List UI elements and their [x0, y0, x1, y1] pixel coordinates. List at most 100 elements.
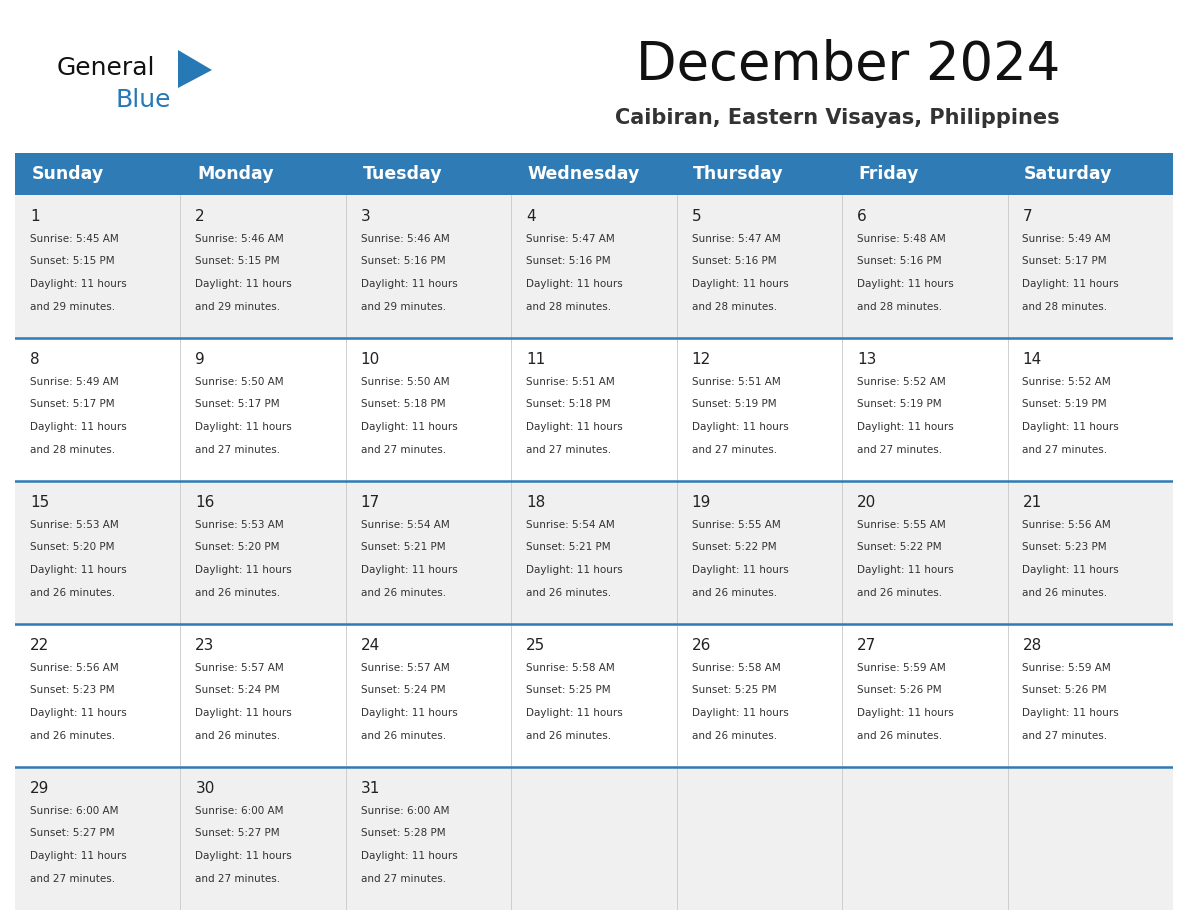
Text: Sunday: Sunday	[32, 165, 103, 183]
Text: Sunrise: 5:50 AM: Sunrise: 5:50 AM	[195, 376, 284, 386]
Text: Sunrise: 5:49 AM: Sunrise: 5:49 AM	[1023, 233, 1111, 243]
Text: and 26 minutes.: and 26 minutes.	[857, 588, 942, 599]
Text: Sunset: 5:21 PM: Sunset: 5:21 PM	[361, 543, 446, 553]
Text: General: General	[57, 56, 156, 80]
Text: Sunset: 5:23 PM: Sunset: 5:23 PM	[1023, 543, 1107, 553]
Text: Sunset: 5:16 PM: Sunset: 5:16 PM	[691, 256, 776, 266]
Text: Sunrise: 5:46 AM: Sunrise: 5:46 AM	[361, 233, 449, 243]
Text: Sunrise: 6:00 AM: Sunrise: 6:00 AM	[361, 806, 449, 815]
Text: Daylight: 11 hours: Daylight: 11 hours	[526, 279, 623, 289]
Text: 14: 14	[1023, 353, 1042, 367]
Text: Blue: Blue	[115, 88, 171, 112]
Text: Daylight: 11 hours: Daylight: 11 hours	[857, 565, 954, 576]
Text: Sunrise: 5:47 AM: Sunrise: 5:47 AM	[691, 233, 781, 243]
Text: 28: 28	[1023, 638, 1042, 654]
Text: Daylight: 11 hours: Daylight: 11 hours	[526, 422, 623, 432]
Text: Sunset: 5:20 PM: Sunset: 5:20 PM	[30, 543, 114, 553]
Text: Sunset: 5:27 PM: Sunset: 5:27 PM	[30, 828, 114, 838]
Text: Daylight: 11 hours: Daylight: 11 hours	[361, 279, 457, 289]
Text: Sunrise: 5:47 AM: Sunrise: 5:47 AM	[526, 233, 615, 243]
Bar	[15, 338, 1173, 481]
Text: Sunset: 5:19 PM: Sunset: 5:19 PM	[691, 399, 776, 409]
Text: Daylight: 11 hours: Daylight: 11 hours	[691, 709, 789, 719]
Text: and 29 minutes.: and 29 minutes.	[195, 302, 280, 312]
Bar	[15, 481, 1173, 624]
Text: and 27 minutes.: and 27 minutes.	[691, 445, 777, 455]
Text: Sunrise: 5:52 AM: Sunrise: 5:52 AM	[857, 376, 946, 386]
Text: and 26 minutes.: and 26 minutes.	[1023, 588, 1107, 599]
Text: Sunrise: 5:48 AM: Sunrise: 5:48 AM	[857, 233, 946, 243]
Text: Daylight: 11 hours: Daylight: 11 hours	[195, 709, 292, 719]
Text: and 26 minutes.: and 26 minutes.	[857, 732, 942, 741]
Text: and 27 minutes.: and 27 minutes.	[361, 445, 446, 455]
Text: 18: 18	[526, 496, 545, 510]
Text: Sunrise: 5:59 AM: Sunrise: 5:59 AM	[1023, 663, 1111, 673]
Text: Friday: Friday	[859, 165, 920, 183]
Text: Daylight: 11 hours: Daylight: 11 hours	[526, 565, 623, 576]
Text: Daylight: 11 hours: Daylight: 11 hours	[195, 565, 292, 576]
Text: Daylight: 11 hours: Daylight: 11 hours	[361, 565, 457, 576]
Text: 3: 3	[361, 209, 371, 224]
Text: and 27 minutes.: and 27 minutes.	[30, 874, 115, 884]
Text: Monday: Monday	[197, 165, 273, 183]
Text: 21: 21	[1023, 496, 1042, 510]
Text: 27: 27	[857, 638, 877, 654]
Text: 1: 1	[30, 209, 39, 224]
Text: 9: 9	[195, 353, 206, 367]
Text: and 27 minutes.: and 27 minutes.	[1023, 445, 1107, 455]
Text: 24: 24	[361, 638, 380, 654]
Text: Daylight: 11 hours: Daylight: 11 hours	[1023, 279, 1119, 289]
Text: and 27 minutes.: and 27 minutes.	[361, 874, 446, 884]
Text: 2: 2	[195, 209, 206, 224]
Text: Daylight: 11 hours: Daylight: 11 hours	[691, 422, 789, 432]
Text: Sunset: 5:16 PM: Sunset: 5:16 PM	[526, 256, 611, 266]
Text: Sunset: 5:21 PM: Sunset: 5:21 PM	[526, 543, 611, 553]
Text: and 26 minutes.: and 26 minutes.	[361, 588, 446, 599]
Text: Wednesday: Wednesday	[527, 165, 640, 183]
Text: Daylight: 11 hours: Daylight: 11 hours	[857, 422, 954, 432]
Text: and 27 minutes.: and 27 minutes.	[1023, 732, 1107, 741]
Text: 13: 13	[857, 353, 877, 367]
Text: Sunset: 5:16 PM: Sunset: 5:16 PM	[857, 256, 942, 266]
Text: Daylight: 11 hours: Daylight: 11 hours	[691, 279, 789, 289]
Text: 12: 12	[691, 353, 710, 367]
Text: Daylight: 11 hours: Daylight: 11 hours	[361, 709, 457, 719]
Text: Sunset: 5:24 PM: Sunset: 5:24 PM	[361, 686, 446, 696]
Text: 10: 10	[361, 353, 380, 367]
Text: Sunrise: 6:00 AM: Sunrise: 6:00 AM	[195, 806, 284, 815]
Text: Sunrise: 5:59 AM: Sunrise: 5:59 AM	[857, 663, 946, 673]
Text: Sunrise: 5:55 AM: Sunrise: 5:55 AM	[691, 520, 781, 530]
Text: Daylight: 11 hours: Daylight: 11 hours	[1023, 565, 1119, 576]
Text: Daylight: 11 hours: Daylight: 11 hours	[30, 565, 127, 576]
Text: Sunset: 5:22 PM: Sunset: 5:22 PM	[857, 543, 942, 553]
Text: 5: 5	[691, 209, 701, 224]
Text: Daylight: 11 hours: Daylight: 11 hours	[361, 851, 457, 861]
Text: and 26 minutes.: and 26 minutes.	[526, 588, 612, 599]
Text: 19: 19	[691, 496, 710, 510]
Text: Sunrise: 5:51 AM: Sunrise: 5:51 AM	[691, 376, 781, 386]
Text: and 26 minutes.: and 26 minutes.	[30, 732, 115, 741]
Text: Daylight: 11 hours: Daylight: 11 hours	[30, 422, 127, 432]
Text: 16: 16	[195, 496, 215, 510]
Text: Sunset: 5:19 PM: Sunset: 5:19 PM	[1023, 399, 1107, 409]
Text: Daylight: 11 hours: Daylight: 11 hours	[195, 279, 292, 289]
Text: Sunrise: 5:54 AM: Sunrise: 5:54 AM	[361, 520, 449, 530]
Text: and 26 minutes.: and 26 minutes.	[691, 732, 777, 741]
Text: Daylight: 11 hours: Daylight: 11 hours	[526, 709, 623, 719]
Text: Sunrise: 5:58 AM: Sunrise: 5:58 AM	[526, 663, 615, 673]
Text: 25: 25	[526, 638, 545, 654]
Text: 8: 8	[30, 353, 39, 367]
Text: Daylight: 11 hours: Daylight: 11 hours	[1023, 709, 1119, 719]
Text: 6: 6	[857, 209, 867, 224]
Text: Sunset: 5:28 PM: Sunset: 5:28 PM	[361, 828, 446, 838]
Text: Sunrise: 5:46 AM: Sunrise: 5:46 AM	[195, 233, 284, 243]
Text: Sunrise: 5:50 AM: Sunrise: 5:50 AM	[361, 376, 449, 386]
Text: Sunset: 5:19 PM: Sunset: 5:19 PM	[857, 399, 942, 409]
Text: Daylight: 11 hours: Daylight: 11 hours	[691, 565, 789, 576]
Text: and 28 minutes.: and 28 minutes.	[526, 302, 612, 312]
Text: 17: 17	[361, 496, 380, 510]
Text: Sunset: 5:25 PM: Sunset: 5:25 PM	[526, 686, 611, 696]
Text: Sunrise: 5:56 AM: Sunrise: 5:56 AM	[1023, 520, 1111, 530]
Text: 4: 4	[526, 209, 536, 224]
Text: Sunset: 5:15 PM: Sunset: 5:15 PM	[30, 256, 114, 266]
